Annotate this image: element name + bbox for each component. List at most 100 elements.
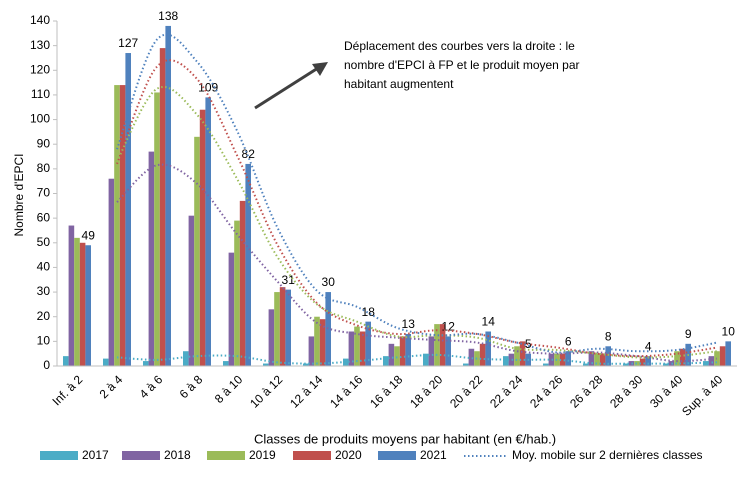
x-tick-label: 8 à 10 [212,372,246,406]
x-tick-label: 10 à 12 [247,372,285,410]
y-tick-label: 130 [30,38,50,52]
x-tick-label: 6 à 8 [177,372,206,401]
bar [285,289,291,366]
bar [354,326,360,366]
bar [434,324,440,366]
bar [423,353,429,366]
bar [85,245,91,366]
bar [599,353,606,366]
bar [188,215,195,366]
data-label: 10 [722,325,736,339]
annotation: Déplacement des courbes vers la droite :… [344,39,575,53]
bar [543,363,549,366]
bar [199,109,206,366]
bar [228,252,235,366]
legend-label: Moy. mobile sur 2 dernières classes [512,448,703,462]
data-label: 127 [118,36,138,50]
x-tick-label: Sup. à 40 [679,372,725,418]
bar [268,309,275,366]
bar [508,353,515,366]
bar [428,336,435,366]
x-tick-label: 18 à 20 [407,372,445,410]
bar [708,356,715,366]
data-label: 8 [605,329,612,343]
bar [194,136,200,366]
bar [623,363,629,366]
y-tick-label: 90 [37,136,51,150]
bar [668,361,675,366]
legend-label: 2017 [82,448,109,462]
bar [303,363,309,366]
moving-average [116,59,718,358]
annotation: habitant augmentent [344,77,454,91]
moving-average [116,86,718,359]
bar [439,324,446,366]
bar [463,363,469,366]
legend-label: 2019 [249,448,276,462]
bar [559,353,566,366]
bar [143,361,149,366]
bar [719,346,726,366]
bar [183,351,189,366]
moving-average [116,353,718,365]
bar [125,53,131,367]
bar [394,346,400,366]
annotation: nombre d'EPCI à FP et le produit moyen p… [344,58,580,72]
bar [308,336,315,366]
bar [279,287,286,366]
bar [325,292,331,366]
bar [583,363,589,366]
bar [445,336,451,366]
legend-label: 2018 [164,448,191,462]
bar [645,356,651,366]
x-axis-label: Classes de produits moyens par habitant … [254,431,556,446]
x-tick-label: 24 à 26 [527,372,565,410]
bar [383,356,389,366]
bar [519,341,526,366]
bar [548,353,555,366]
y-axis-label: Nombre d'EPCI [12,154,26,237]
legend-label: 2021 [420,448,447,462]
x-tick-label: 16 à 18 [367,372,405,410]
bar [319,319,326,366]
data-label: 4 [645,339,652,353]
bar [79,242,86,366]
bar [594,353,600,366]
bar [503,356,509,366]
legend-label: 2020 [335,448,362,462]
bar [514,346,520,366]
legend-swatch [378,451,416,460]
data-label: 14 [482,315,496,329]
legend-swatch [122,451,160,460]
y-tick-label: 100 [30,112,50,126]
bar [263,363,269,366]
x-tick-label: 30 à 40 [647,372,685,410]
bar [348,331,355,366]
y-tick-label: 40 [37,260,51,274]
bar [639,358,646,366]
x-tick-label: 20 à 22 [447,372,485,410]
annotation-arrow [254,66,319,110]
moving-average [116,33,718,354]
y-tick-label: 30 [37,284,51,298]
y-tick-label: 120 [30,62,50,76]
data-label: 138 [158,9,178,23]
bar [725,341,731,366]
moving-average [116,163,718,363]
bar [74,237,80,366]
bar [588,351,595,366]
bar [223,361,229,366]
bar [239,200,246,366]
y-tick-label: 110 [31,87,50,101]
bar [154,92,160,366]
bar [108,178,115,366]
legend-swatch [207,451,245,460]
y-tick-label: 50 [37,235,51,249]
y-tick-label: 0 [43,358,50,372]
y-tick-label: 10 [37,334,51,348]
x-tick-label: 28 à 30 [607,372,645,410]
bar [148,151,155,366]
bar [165,25,171,367]
legend-swatch [293,451,331,460]
